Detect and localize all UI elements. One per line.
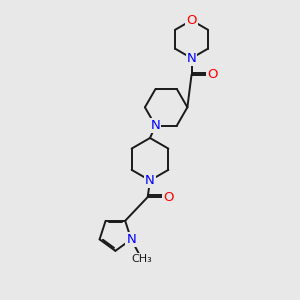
Text: CH₃: CH₃ [132, 254, 152, 263]
Text: N: N [151, 119, 160, 132]
Text: N: N [187, 52, 196, 65]
Text: O: O [207, 68, 217, 81]
Text: N: N [126, 233, 136, 246]
Text: O: O [186, 14, 197, 27]
Text: O: O [163, 190, 174, 204]
Text: N: N [145, 174, 155, 187]
